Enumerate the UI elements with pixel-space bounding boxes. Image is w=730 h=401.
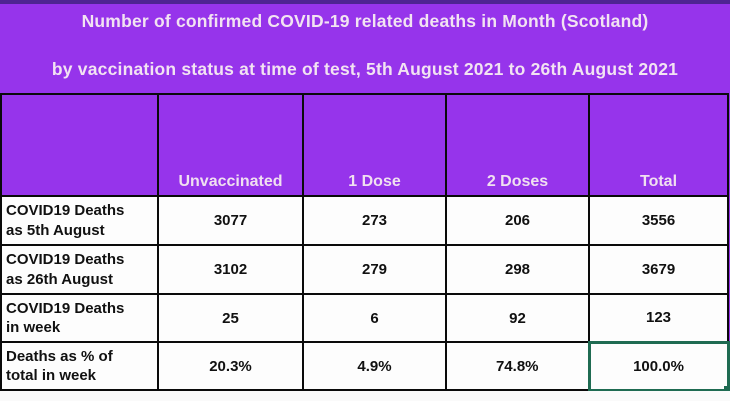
column-header-unvaccinated[interactable]: Unvaccinated <box>157 93 304 197</box>
row-label-line: as 26th August <box>6 270 113 288</box>
column-header-2-doses[interactable]: 2 Doses <box>445 93 590 197</box>
window-top-edge <box>0 0 730 4</box>
value-cell[interactable]: 3102 <box>157 244 304 295</box>
header-row: Unvaccinated 1 Dose 2 Doses Total <box>0 93 729 197</box>
value-cell[interactable]: 206 <box>445 195 590 246</box>
value-cell[interactable]: 279 <box>302 244 447 295</box>
table-row: COVID19 Deaths as 26th August 3102 279 2… <box>0 244 729 295</box>
selected-cell[interactable]: 100.0% <box>587 340 730 392</box>
row-label-line: in week <box>6 319 61 336</box>
row-label-deaths-pct-of-total[interactable]: Deaths as % of total in week <box>0 341 159 391</box>
table-row: Deaths as % of total in week 20.3% 4.9% … <box>0 340 730 392</box>
table-title-line1: Number of confirmed COVID-19 related dea… <box>81 11 649 31</box>
value-cell[interactable]: 74.8% <box>445 341 590 391</box>
value-cell[interactable]: 25 <box>157 293 304 343</box>
sheet-area-below-table <box>0 391 730 401</box>
row-label-deaths-5th-august[interactable]: COVID19 Deaths as 5th August <box>0 195 159 246</box>
fill-handle[interactable] <box>722 384 725 387</box>
row-label-line: COVID19 Deaths <box>6 299 125 317</box>
covid-deaths-table: Unvaccinated 1 Dose 2 Doses Total COVID1… <box>0 93 730 392</box>
row-label-line: COVID19 Deaths <box>6 251 125 268</box>
table-title-line2: by vaccination status at time of test, 5… <box>51 59 679 79</box>
row-label-deaths-in-week[interactable]: COVID19 Deaths in week <box>0 293 159 343</box>
column-header-total[interactable]: Total <box>588 93 729 197</box>
value-cell[interactable]: 3556 <box>588 195 729 246</box>
table-row: COVID19 Deaths in week 25 6 92 123 <box>0 293 729 343</box>
value-cell[interactable]: 298 <box>445 244 590 295</box>
corner-header-cell[interactable] <box>0 93 159 197</box>
row-label-line: Deaths as % of <box>6 347 113 365</box>
value-cell[interactable]: 92 <box>445 293 590 343</box>
value-cell[interactable]: 3679 <box>588 244 729 295</box>
value-cell[interactable]: 123 <box>588 293 729 343</box>
row-label-line: total in week <box>6 367 97 384</box>
row-label-deaths-26th-august[interactable]: COVID19 Deaths as 26th August <box>0 244 159 295</box>
table-row: COVID19 Deaths as 5th August 3077 273 20… <box>0 195 729 246</box>
value-cell[interactable]: 273 <box>302 195 447 246</box>
row-label-line: as 5th August <box>6 221 105 239</box>
row-label-line: COVID19 Deaths <box>6 202 125 219</box>
value-cell[interactable]: 3077 <box>157 195 304 246</box>
value-cell[interactable]: 6 <box>302 293 447 343</box>
value-cell[interactable]: 20.3% <box>157 341 304 391</box>
value-cell[interactable]: 4.9% <box>302 341 447 391</box>
column-header-1-dose[interactable]: 1 Dose <box>302 93 447 197</box>
